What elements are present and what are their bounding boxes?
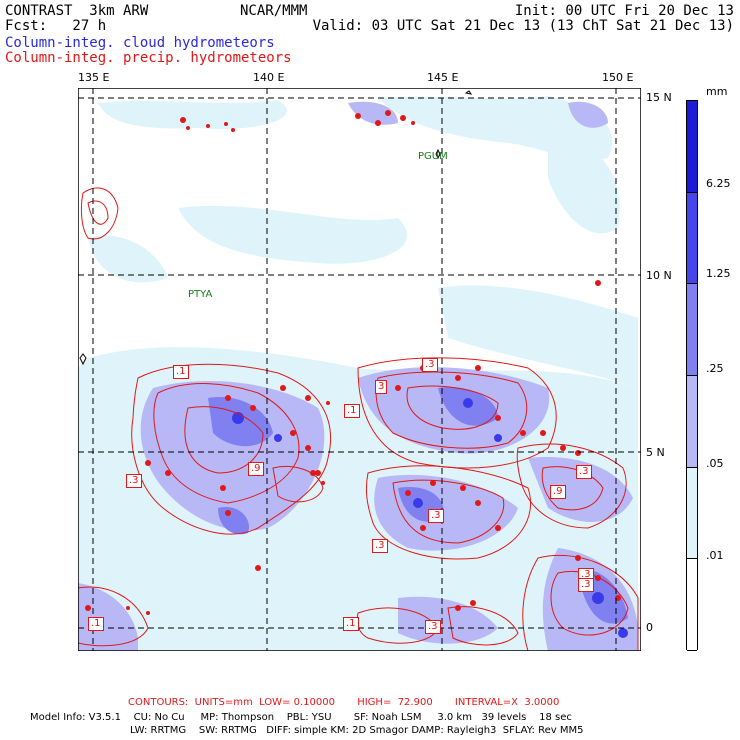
- station-ptya: PTYA: [188, 289, 213, 300]
- valid-time: Valid: 03 UTC Sat 21 Dec 13 (13 ChT Sat …: [312, 18, 734, 34]
- colorbar-level-1-25: 1.25: [706, 267, 731, 280]
- colorbar: [686, 100, 698, 651]
- lat-label-15n: 15 N: [646, 91, 672, 104]
- contour-label: .3: [578, 578, 594, 592]
- contour-label: .3: [428, 509, 444, 523]
- contour-label: .1: [173, 365, 189, 379]
- colorbar-level-05: .05: [706, 457, 724, 470]
- lat-label-0: 0: [646, 621, 653, 634]
- lat-label-5n: 5 N: [646, 446, 665, 459]
- contour-label: .3: [372, 539, 388, 553]
- intense-cloud-cores: [232, 398, 628, 638]
- model-title: CONTRAST 3km ARW: [5, 3, 149, 19]
- init-time: Init: 00 UTC Fri 20 Dec 13: [514, 3, 734, 19]
- contour-label: .3: [126, 474, 142, 488]
- lat-lon-grid: [78, 88, 641, 651]
- colorbar-segment: [687, 192, 697, 285]
- field-cloud-label: Column-integ. cloud hydrometeors: [5, 35, 275, 51]
- forecast-map: [78, 88, 641, 651]
- contour-label: 3: [375, 380, 388, 394]
- contour-label: .9: [248, 462, 264, 476]
- contour-label: .3: [422, 358, 438, 372]
- contour-info: CONTOURS: UNITS=mm LOW= 0.10000 HIGH= 72…: [128, 697, 560, 708]
- colorbar-level-01: .01: [706, 549, 724, 562]
- lat-label-10n: 10 N: [646, 269, 672, 282]
- contour-label: .3: [576, 465, 592, 479]
- model-info-line2: LW: RRTMG SW: RRTMG DIFF: simple KM: 2D …: [130, 725, 584, 736]
- lon-label-145: 145 E: [427, 71, 459, 84]
- model-info-line1: Model Info: V3.5.1 CU: No Cu MP: Thompso…: [30, 712, 572, 723]
- contour-label: .1: [344, 404, 360, 418]
- colorbar-level-25: .25: [706, 362, 724, 375]
- colorbar-segment: [687, 101, 697, 193]
- institution: NCAR/MMM: [240, 3, 308, 19]
- colorbar-segment: [687, 376, 697, 468]
- colorbar-segment: [687, 284, 697, 376]
- contour-label: .1: [88, 617, 104, 631]
- station-pgum: PGUM: [418, 151, 448, 162]
- colorbar-level-6-25: 6.25: [706, 177, 731, 190]
- contour-label: .9: [550, 485, 566, 499]
- contour-label: .3: [425, 620, 441, 634]
- colorbar-segment: [687, 467, 697, 560]
- lon-label-140: 140 E: [253, 71, 285, 84]
- lon-label-150: 150 E: [602, 71, 634, 84]
- lon-label-135: 135 E: [78, 71, 110, 84]
- contour-label: .1: [343, 617, 359, 631]
- island-outlines: [79, 90, 473, 366]
- forecast-hour: Fcst: 27 h: [5, 18, 107, 34]
- colorbar-unit: mm: [706, 85, 728, 98]
- field-precip-label: Column-integ. precip. hydrometeors: [5, 50, 292, 66]
- colorbar-segment: [687, 559, 697, 651]
